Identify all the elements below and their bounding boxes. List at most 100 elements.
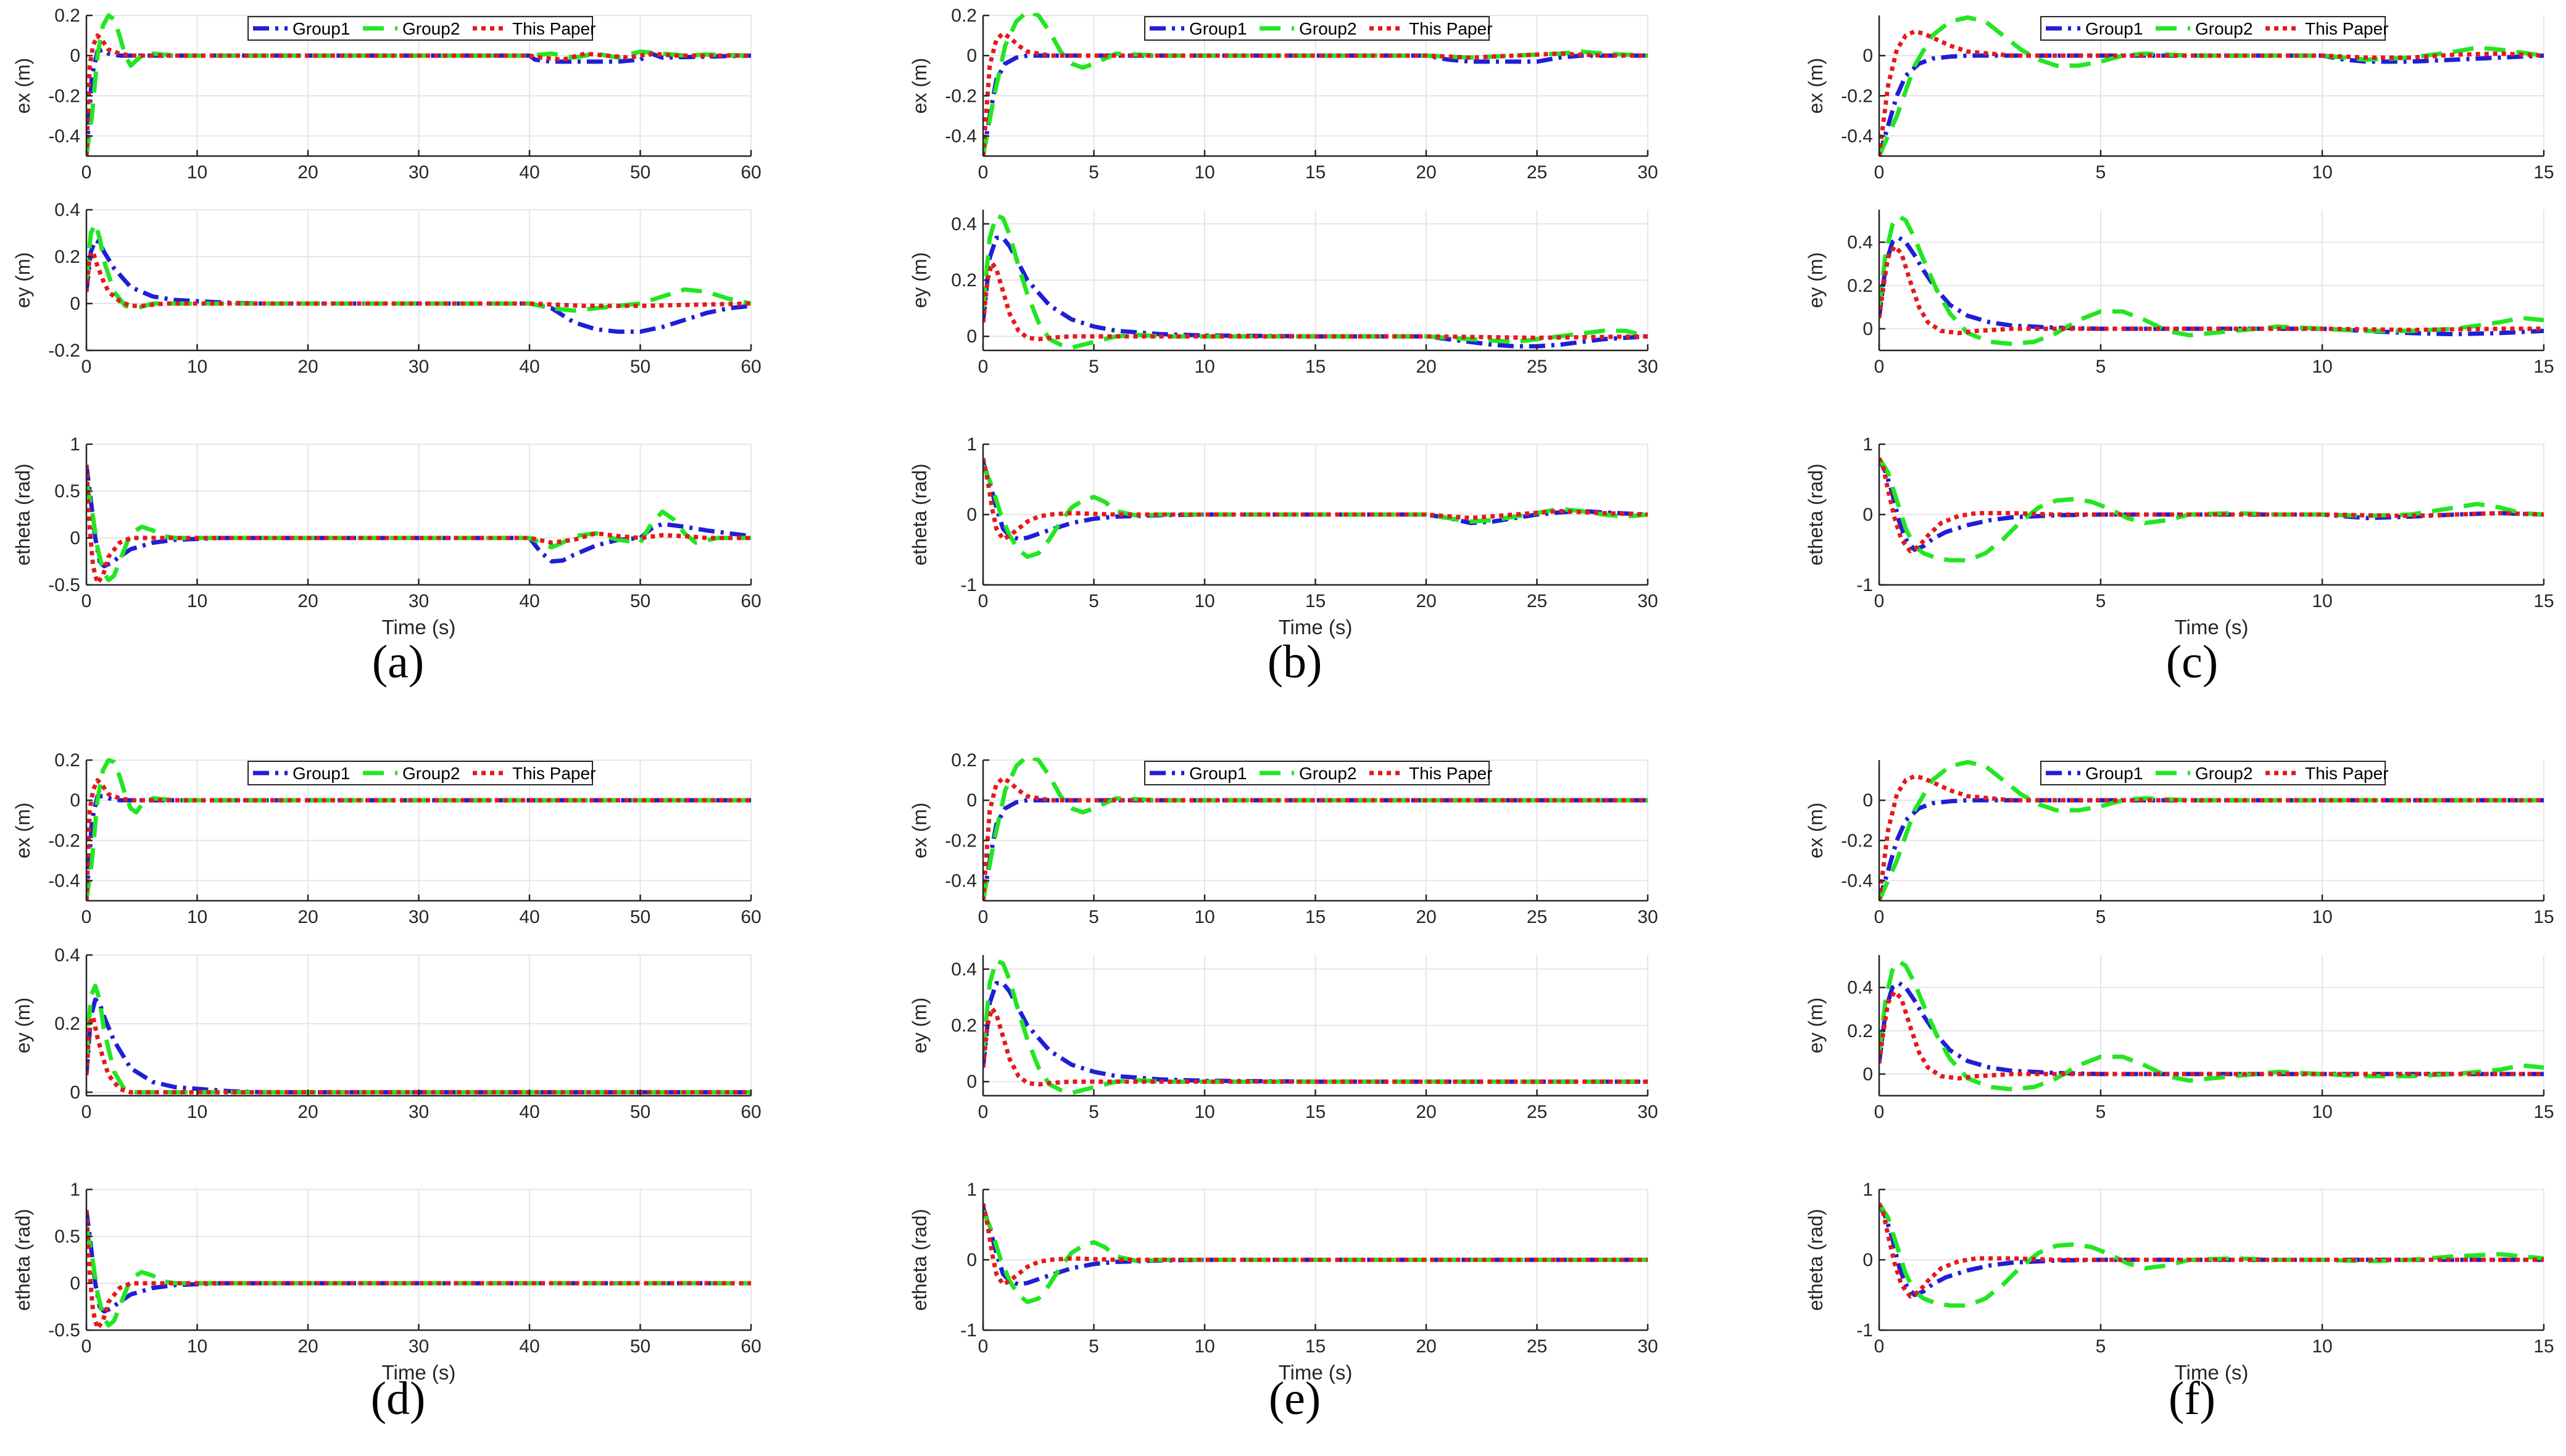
y-axis-label: ey (m) — [1804, 252, 1827, 308]
x-tick-label: 15 — [1305, 591, 1326, 611]
x-tick-label: 30 — [1637, 907, 1658, 927]
x-tick-label: 0 — [978, 1102, 989, 1122]
x-tick-label: 10 — [1194, 1336, 1214, 1357]
y-tick-label: -0.4 — [1841, 871, 1873, 891]
x-tick-label: 40 — [519, 162, 539, 183]
series-line-group1 — [1879, 981, 2544, 1077]
y-tick-label: 0.2 — [1847, 276, 1873, 296]
panel-caption: (b) — [1268, 636, 1322, 688]
y-tick-label: 1 — [1862, 1180, 1873, 1200]
y-tick-label: -0.4 — [945, 126, 977, 146]
x-tick-label: 15 — [1305, 162, 1326, 183]
x-tick-label: 0 — [1874, 357, 1885, 377]
x-tick-label: 15 — [2533, 591, 2554, 611]
y-tick-label: 0.2 — [951, 750, 977, 771]
y-tick-label: -0.4 — [48, 871, 80, 891]
y-tick-label: 0 — [966, 1072, 977, 1092]
y-tick-label: 0.2 — [54, 6, 80, 26]
subplot-ey: 0 0.2 0.4 0 5 10 15 ey (m) — [1804, 210, 2554, 377]
x-tick-label: 20 — [1416, 1102, 1436, 1122]
y-tick-label: 0.2 — [54, 247, 80, 267]
y-tick-label: -1 — [960, 575, 977, 595]
series-line-group1 — [1879, 236, 2544, 337]
x-tick-label: 0 — [1874, 907, 1885, 927]
x-tick-label: 5 — [2096, 1102, 2106, 1122]
subplot-ey: 0 0.2 0.4 0 5 10 15 20 25 30 ey (m) — [908, 955, 1658, 1122]
x-tick-label: 50 — [630, 907, 650, 927]
legend-entry: Group2 — [2195, 764, 2253, 783]
legend-entry: This Paper — [512, 764, 596, 783]
legend-entry: This Paper — [1409, 19, 1492, 38]
series-line-group2 — [983, 758, 1648, 901]
legend-entry: This Paper — [1409, 764, 1492, 783]
legend-entry: Group1 — [1189, 764, 1247, 783]
x-tick-label: 10 — [1194, 162, 1214, 183]
x-tick-label: 0 — [1874, 162, 1885, 183]
y-tick-label: 0.4 — [1847, 978, 1873, 998]
x-axis-label: Time (s) — [382, 1361, 456, 1384]
y-tick-label: 0 — [70, 790, 80, 811]
series-line-this-paper — [1879, 774, 2544, 901]
series-line-group1 — [1879, 798, 2544, 901]
y-tick-label: 1 — [966, 434, 977, 455]
legend-entry: Group2 — [1299, 19, 1356, 38]
y-axis-label: ex (m) — [1804, 803, 1827, 859]
y-axis-label: ey (m) — [12, 998, 34, 1054]
y-tick-label: 1 — [70, 434, 80, 455]
x-tick-label: 60 — [741, 1102, 761, 1122]
panel-caption: (e) — [1269, 1373, 1321, 1425]
y-tick-label: -0.2 — [945, 86, 977, 106]
series-line-group2 — [1879, 15, 2544, 157]
x-tick-label: 20 — [297, 1336, 318, 1357]
y-axis-label: ex (m) — [908, 803, 931, 859]
y-tick-label: -1 — [960, 1320, 977, 1341]
y-tick-label: -0.2 — [1841, 830, 1873, 851]
x-axis-label: Time (s) — [382, 616, 456, 639]
x-tick-label: 25 — [1527, 162, 1547, 183]
y-axis-label: ey (m) — [908, 998, 931, 1054]
x-tick-label: 10 — [1194, 1102, 1214, 1122]
x-tick-label: 25 — [1527, 357, 1547, 377]
x-tick-label: 15 — [1305, 907, 1326, 927]
x-tick-label: 0 — [81, 907, 92, 927]
x-tick-label: 10 — [187, 907, 207, 927]
series-line-group1 — [86, 238, 751, 334]
series-line-this-paper — [86, 249, 751, 308]
y-tick-label: 1 — [1862, 434, 1873, 455]
series-line-group2 — [983, 213, 1648, 350]
x-tick-label: 0 — [978, 591, 989, 611]
y-axis-label: etheta (rad) — [1804, 463, 1827, 565]
y-tick-label: 0.2 — [1847, 1021, 1873, 1041]
legend-entry: Group1 — [1189, 19, 1247, 38]
x-tick-label: 15 — [1305, 357, 1326, 377]
x-tick-label: 0 — [81, 1336, 92, 1357]
x-tick-label: 15 — [2533, 162, 2554, 183]
legend-entry: Group1 — [293, 764, 350, 783]
x-tick-label: 0 — [978, 357, 989, 377]
x-tick-label: 20 — [1416, 357, 1436, 377]
y-tick-label: -0.2 — [48, 341, 80, 361]
x-tick-label: 30 — [409, 357, 429, 377]
legend-entry: Group2 — [402, 19, 460, 38]
x-tick-label: 30 — [409, 1102, 429, 1122]
series-line-group1 — [983, 981, 1648, 1084]
series-line-group2 — [983, 1209, 1648, 1304]
x-tick-label: 5 — [2096, 1336, 2106, 1357]
series-line-this-paper — [86, 1210, 751, 1331]
series-line-group2 — [1879, 759, 2544, 902]
x-tick-label: 0 — [978, 907, 989, 927]
x-tick-label: 20 — [1416, 591, 1436, 611]
y-tick-label: 0.4 — [951, 214, 977, 234]
x-tick-label: 20 — [297, 1102, 318, 1122]
y-axis-label: etheta (rad) — [1804, 1209, 1827, 1310]
series-line-group2 — [1879, 457, 2544, 563]
y-tick-label: 0.2 — [951, 270, 977, 291]
y-tick-label: -0.2 — [48, 830, 80, 851]
legend-entry: This Paper — [2305, 19, 2388, 38]
y-axis-label: etheta (rad) — [908, 463, 931, 565]
